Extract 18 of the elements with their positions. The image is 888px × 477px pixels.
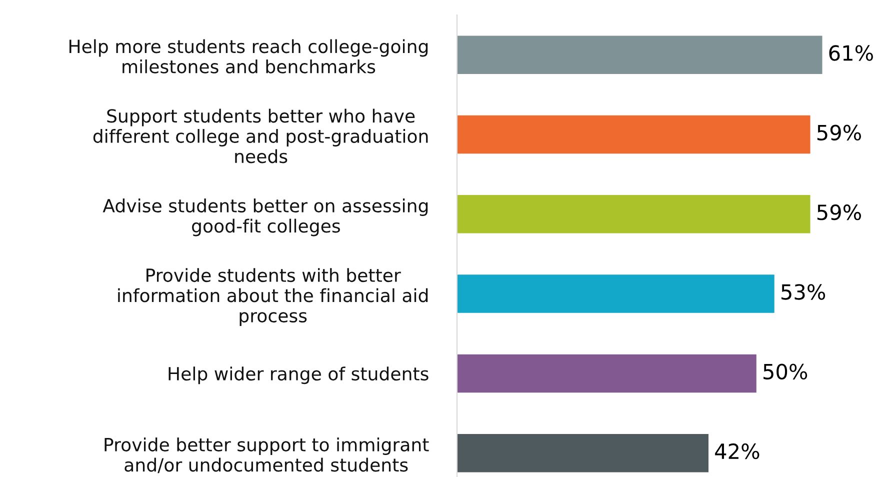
bar <box>457 434 708 472</box>
y-tick-label: Provide better support to immigrant and/or undocumented students <box>104 438 429 474</box>
data-label: 50% <box>764 364 808 380</box>
y-tick-label: Support students better who have different college and post-graduation needs <box>93 108 428 164</box>
data-label: 59% <box>817 204 861 220</box>
bar <box>457 354 756 393</box>
y-tick-label: Help more students reach college-going milestones and benchmarks <box>69 39 428 74</box>
data-label: 59% <box>817 124 861 141</box>
bar <box>457 274 774 313</box>
bar <box>457 36 822 74</box>
bar <box>457 195 810 234</box>
y-tick-label: Provide students with better information about the financial aid process <box>118 268 428 326</box>
y-tick-label: Advise students better on assessing good-fit colleges <box>102 198 428 236</box>
data-label: 42% <box>715 443 760 460</box>
y-tick-label: Help wider range of students <box>168 366 428 384</box>
data-label: 53% <box>782 284 826 300</box>
bar <box>457 115 810 154</box>
data-label: 61% <box>829 45 873 61</box>
